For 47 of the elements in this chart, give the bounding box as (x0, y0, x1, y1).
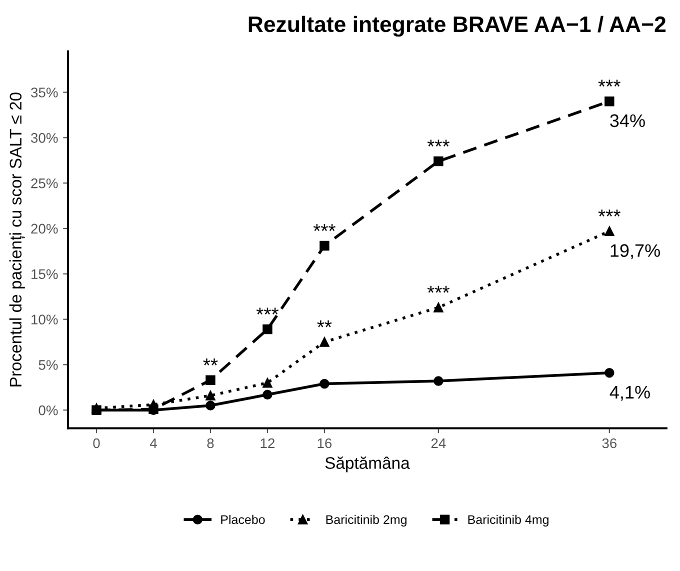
point (206, 375, 216, 385)
x-tick-label: 8 (207, 438, 214, 448)
x-tick-label: 36 (602, 438, 617, 448)
point (320, 337, 330, 347)
point (262, 378, 272, 388)
y-tick-label: 30% (31, 132, 58, 143)
data-label: 19,7% (610, 244, 660, 260)
point (262, 324, 272, 334)
y-tick-label: 5% (38, 360, 58, 370)
annotation: *** (256, 308, 279, 315)
point (604, 368, 614, 378)
point (434, 376, 444, 386)
point (320, 378, 330, 389)
y-tick-label: 15% (32, 269, 58, 280)
y-axis-title: Procentul de pacienți cu scor SALT ≤ 20 (9, 92, 25, 386)
point (320, 240, 330, 251)
point (604, 226, 614, 236)
y-tick-label: 20% (31, 224, 58, 234)
point (604, 96, 614, 106)
annotation: *** (427, 140, 450, 147)
chart-title: Rezultate integrate BRAVE AA−1 / AA−2 (248, 16, 666, 37)
annotation: *** (598, 210, 620, 216)
y-tick-label: 25% (31, 178, 58, 188)
point (206, 390, 216, 400)
x-axis-title: Săptămâna (325, 456, 410, 472)
x-tick-label: 24 (431, 438, 446, 448)
data-label: 4,1% (610, 386, 650, 401)
point (206, 400, 216, 410)
y-tick-label: 0% (38, 405, 58, 416)
annotation: *** (313, 224, 336, 231)
annotation: ** (203, 358, 218, 366)
legend-label: Baricitinib 2mg (326, 514, 406, 527)
legend-label: Baricitinib 4mg (468, 514, 548, 527)
x-tick-label: 12 (260, 438, 274, 448)
annotation: *** (598, 80, 620, 87)
data-label: 34% (610, 114, 645, 128)
legend-label: Placebo (221, 514, 265, 524)
point (434, 156, 444, 166)
x-tick-label: 16 (318, 438, 332, 448)
x-tick-label: 0 (93, 438, 100, 448)
y-tick-label: 35% (31, 88, 58, 98)
annotation: *** (427, 286, 450, 293)
point (434, 302, 444, 312)
y-tick-label: 10% (32, 314, 58, 324)
point (262, 390, 272, 400)
annotation: ** (317, 320, 332, 328)
x-tick-label: 4 (150, 438, 157, 448)
